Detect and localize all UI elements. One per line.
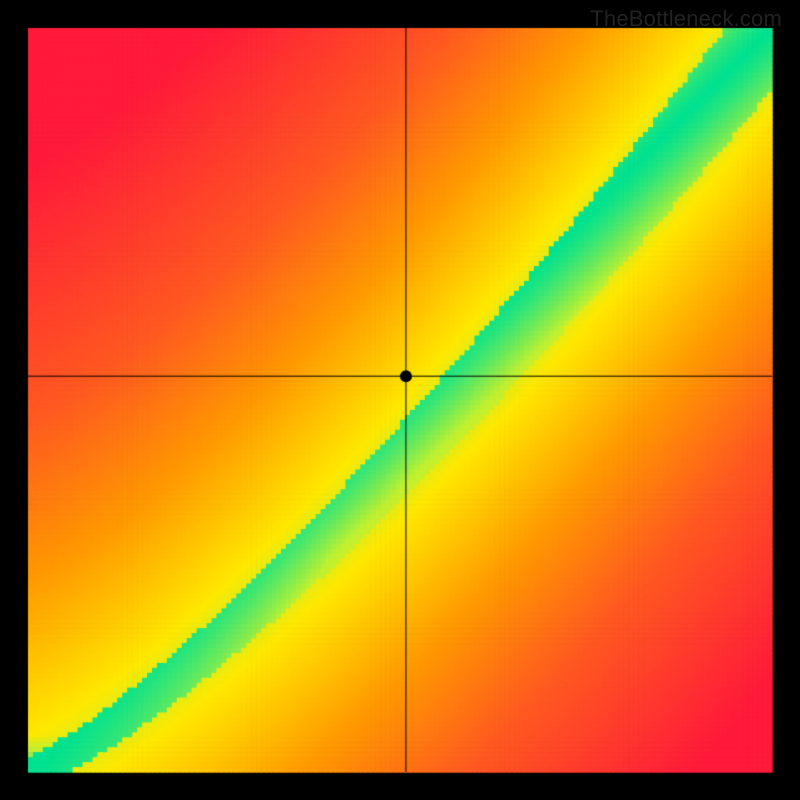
bottleneck-heatmap-canvas <box>0 0 800 800</box>
chart-container: TheBottleneck.com <box>0 0 800 800</box>
watermark-text: TheBottleneck.com <box>590 6 782 32</box>
